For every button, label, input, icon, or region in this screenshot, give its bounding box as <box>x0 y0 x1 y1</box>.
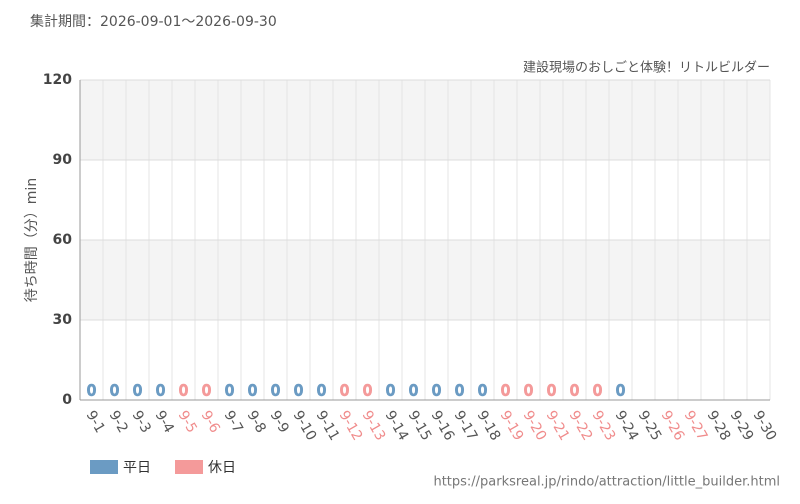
x-tick-label: 9-27 <box>681 408 711 444</box>
x-tick-label: 9-15 <box>405 408 435 444</box>
x-tick-label: 9-19 <box>497 408 527 444</box>
x-tick-label: 9-4 <box>152 408 177 436</box>
x-tick-label: 9-26 <box>658 408 688 444</box>
x-tick-label: 9-11 <box>313 408 343 444</box>
value-label: 0 <box>547 382 557 400</box>
value-label: 0 <box>294 382 304 400</box>
value-label: 0 <box>317 382 327 400</box>
legend-swatch <box>90 460 118 474</box>
legend-label: 休日 <box>208 460 236 476</box>
value-label: 0 <box>340 382 350 400</box>
x-tick-label: 9-22 <box>566 408 596 444</box>
source-url: https://parksreal.jp/rindo/attraction/li… <box>433 475 780 490</box>
value-label: 0 <box>455 382 465 400</box>
chart-title: 建設現場のおしごと体験！リトルビルダー <box>523 60 770 76</box>
value-label: 0 <box>133 382 143 400</box>
x-tick-label: 9-16 <box>428 408 458 444</box>
x-tick-label: 9-20 <box>520 408 550 444</box>
value-label: 0 <box>179 382 189 400</box>
y-tick-label: 30 <box>53 312 73 328</box>
value-label: 0 <box>616 382 626 400</box>
y-tick-label: 0 <box>62 392 72 408</box>
x-tick-label: 9-28 <box>704 408 734 444</box>
x-tick-label: 9-18 <box>474 408 504 444</box>
x-tick-label: 9-7 <box>221 408 246 436</box>
x-tick-label: 9-6 <box>198 408 223 436</box>
value-label: 0 <box>363 382 373 400</box>
x-tick-label: 9-5 <box>175 408 200 436</box>
x-tick-label: 9-2 <box>106 408 131 436</box>
value-label: 0 <box>386 382 396 400</box>
value-label: 0 <box>110 382 120 400</box>
subtitle: 集計期間：2026-09-01〜2026-09-30 <box>30 13 277 30</box>
x-tick-label: 9-30 <box>750 408 780 444</box>
x-tick-label: 9-24 <box>612 408 642 444</box>
x-tick-label: 9-8 <box>244 408 269 436</box>
value-label: 0 <box>156 382 166 400</box>
y-axis-label: 待ち時間（分）min <box>24 178 40 302</box>
legend-label: 平日 <box>123 460 151 476</box>
x-tick-label: 9-17 <box>451 408 481 444</box>
value-label: 0 <box>202 382 212 400</box>
x-tick-label: 9-14 <box>382 408 412 444</box>
x-tick-label: 9-1 <box>83 408 108 436</box>
x-tick-label: 9-21 <box>543 408 573 444</box>
x-tick-label: 9-13 <box>359 408 389 444</box>
y-tick-label: 120 <box>43 72 72 88</box>
y-tick-label: 90 <box>53 152 73 168</box>
x-tick-label: 9-29 <box>727 408 757 444</box>
value-label: 0 <box>271 382 281 400</box>
value-label: 0 <box>501 382 511 400</box>
x-tick-label: 9-3 <box>129 408 154 436</box>
y-tick-label: 60 <box>53 232 73 248</box>
value-label: 0 <box>248 382 258 400</box>
value-label: 0 <box>225 382 235 400</box>
x-tick-label: 9-9 <box>267 408 292 436</box>
x-tick-label: 9-12 <box>336 408 366 444</box>
value-label: 0 <box>432 382 442 400</box>
legend-swatch <box>175 460 203 474</box>
x-tick-label: 9-23 <box>589 408 619 444</box>
value-label: 0 <box>409 382 419 400</box>
value-label: 0 <box>87 382 97 400</box>
x-tick-label: 9-25 <box>635 408 665 444</box>
value-label: 0 <box>570 382 580 400</box>
value-label: 0 <box>524 382 534 400</box>
value-label: 0 <box>593 382 603 400</box>
x-tick-label: 9-10 <box>290 408 320 444</box>
value-label: 0 <box>478 382 488 400</box>
